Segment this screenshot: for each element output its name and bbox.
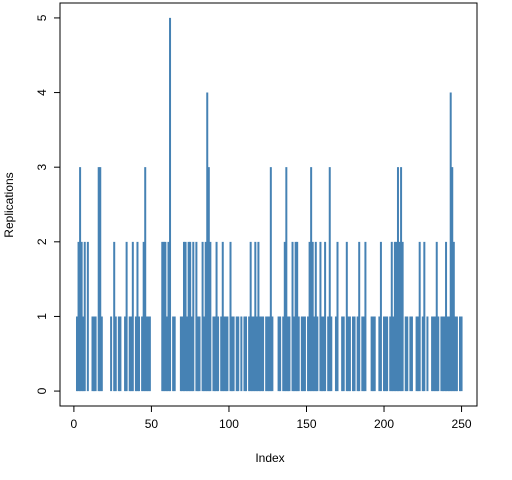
x-tick-label: 200 (374, 417, 394, 431)
x-tick-label: 100 (219, 417, 239, 431)
y-tick-label: 3 (35, 164, 49, 171)
y-tick-label: 2 (35, 238, 49, 245)
y-tick-label: 5 (35, 14, 49, 21)
x-tick-label: 50 (145, 417, 159, 431)
y-tick-label: 0 (35, 387, 49, 394)
x-tick-label: 0 (71, 417, 78, 431)
y-tick-label: 1 (35, 313, 49, 320)
y-axis-label: Replications (2, 172, 16, 237)
x-tick-label: 150 (296, 417, 316, 431)
x-axis-label: Index (255, 451, 284, 465)
y-tick-label: 4 (35, 89, 49, 96)
x-tick-label: 250 (452, 417, 472, 431)
plot-frame (59, 2, 478, 407)
